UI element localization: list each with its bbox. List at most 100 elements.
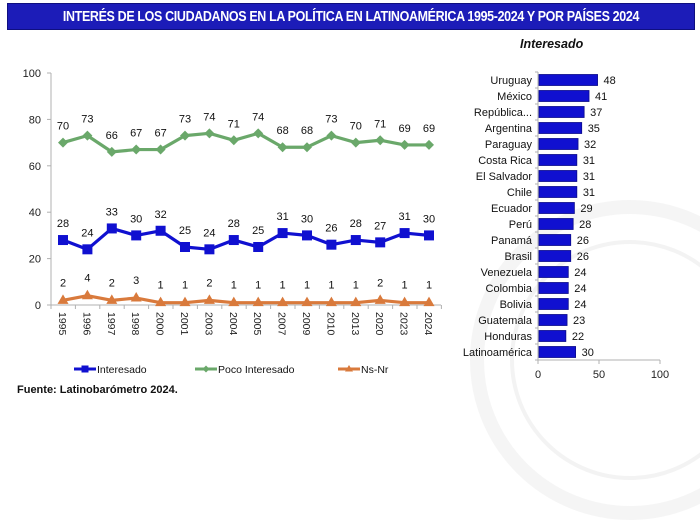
data-point-poco-interesado xyxy=(350,137,361,148)
bar xyxy=(538,186,578,198)
bar-value-label: 37 xyxy=(590,107,602,119)
data-label: 74 xyxy=(203,111,215,123)
x-tick-label: 2024 xyxy=(422,312,434,336)
line-chart: 0 20 40 60 80 100 1995 1996 1997 1998 2000 2001 2003… xyxy=(23,68,442,376)
data-point-ns-nr xyxy=(374,294,386,304)
x-tick-label: 1997 xyxy=(105,312,117,336)
data-point-poco-interesado xyxy=(58,137,68,148)
data-label: 67 xyxy=(130,128,142,140)
x-tick-label: 2007 xyxy=(276,312,288,336)
y-tick-label: 0 xyxy=(35,300,41,312)
y-tick-label: 60 xyxy=(29,161,41,173)
bar xyxy=(538,122,583,134)
data-point-ns-nr xyxy=(81,289,93,300)
data-point-interesado xyxy=(155,225,166,236)
data-point-ns-nr xyxy=(277,296,289,307)
legend-marker-diamond xyxy=(202,365,210,373)
data-point-ns-nr xyxy=(301,296,313,307)
data-point-interesado xyxy=(228,235,239,246)
y-tick-label: 80 xyxy=(29,114,41,126)
data-point-ns-nr xyxy=(399,296,411,307)
data-label: 28 xyxy=(57,218,69,230)
x-tick-label: 1996 xyxy=(80,312,92,336)
x-tick-label: 1998 xyxy=(129,312,141,336)
data-label: 24 xyxy=(81,227,93,239)
bar xyxy=(538,138,579,150)
data-label: 26 xyxy=(325,223,337,235)
data-label: 1 xyxy=(402,280,408,292)
data-label: 70 xyxy=(57,121,69,133)
data-point-poco-interesado xyxy=(131,144,142,155)
data-label: 73 xyxy=(325,114,337,126)
data-label: 24 xyxy=(203,227,215,239)
data-label: 1 xyxy=(255,280,261,292)
legend-label: Poco Interesado xyxy=(218,364,295,376)
data-point-poco-interesado xyxy=(399,139,410,150)
legend-label: Ns-Nr xyxy=(361,364,389,376)
data-point-poco-interesado xyxy=(253,128,264,139)
data-label: 25 xyxy=(179,225,191,237)
data-label: 71 xyxy=(374,118,386,130)
data-point-ns-nr xyxy=(130,292,142,302)
data-point-ns-nr xyxy=(155,296,167,307)
data-label: 69 xyxy=(398,123,410,135)
data-point-interesado xyxy=(204,244,215,255)
data-point-interesado xyxy=(82,244,93,255)
data-label: 2 xyxy=(206,277,212,289)
bar-category-label: Costa Rica xyxy=(478,155,533,167)
data-point-interesado xyxy=(424,230,434,241)
bar-value-label: 41 xyxy=(595,91,607,103)
source-note: Fuente: Latinobarómetro 2024. xyxy=(17,384,178,396)
data-point-interesado xyxy=(375,237,386,248)
series-line-poco-interesado xyxy=(62,131,429,154)
data-point-poco-interesado xyxy=(228,135,239,146)
data-point-poco-interesado xyxy=(155,144,166,155)
data-label: 73 xyxy=(81,114,93,126)
data-point-interesado xyxy=(302,230,312,241)
x-tick-label: 2003 xyxy=(202,312,214,336)
data-point-interesado xyxy=(399,228,410,239)
bar-category-label: Chile xyxy=(507,187,532,199)
data-label: 69 xyxy=(423,123,435,135)
x-tick-label: 2023 xyxy=(398,312,410,336)
data-point-interesado xyxy=(326,239,337,250)
data-label: 2 xyxy=(377,277,383,289)
legend-marker-square xyxy=(81,365,89,373)
bar xyxy=(538,90,590,102)
x-tick-label: 2004 xyxy=(227,312,239,336)
data-label: 74 xyxy=(252,111,264,123)
data-point-interesado xyxy=(106,223,117,234)
y-tick-label: 20 xyxy=(29,254,41,266)
data-point-poco-interesado xyxy=(277,142,288,153)
data-point-interesado xyxy=(131,230,142,241)
data-point-poco-interesado xyxy=(180,130,190,141)
data-point-ns-nr xyxy=(325,296,337,307)
data-point-poco-interesado xyxy=(302,142,312,153)
x-tick-label: 2005 xyxy=(251,312,263,336)
data-label: 1 xyxy=(182,280,188,292)
legend-label: Interesado xyxy=(97,364,147,376)
x-tick-label: 2009 xyxy=(300,312,312,336)
y-tick-label: 100 xyxy=(23,68,41,80)
bar xyxy=(538,106,585,118)
data-label: 2 xyxy=(60,277,66,289)
data-point-interesado xyxy=(58,235,68,246)
bar-category-label: Perú xyxy=(509,219,532,231)
x-tick-label: 1995 xyxy=(56,312,68,336)
data-label: 33 xyxy=(106,206,118,218)
data-point-ns-nr xyxy=(57,294,69,304)
bar-category-label: Uruguay xyxy=(490,75,532,87)
data-point-ns-nr xyxy=(106,294,118,304)
data-label: 32 xyxy=(154,209,166,221)
data-label: 28 xyxy=(228,218,240,230)
bar-category-label: Argentina xyxy=(485,123,533,135)
y-tick-label: 40 xyxy=(29,207,41,219)
data-label: 73 xyxy=(179,114,191,126)
bar-category-label: Ecuador xyxy=(491,203,532,215)
data-label: 2 xyxy=(109,277,115,289)
data-point-ns-nr xyxy=(350,296,362,307)
data-label: 1 xyxy=(280,280,286,292)
title-bar: INTERÉS DE LOS CIUDADANOS EN LA POLÍTICA… xyxy=(7,3,695,30)
data-label: 30 xyxy=(130,213,142,225)
data-label: 27 xyxy=(374,220,386,232)
